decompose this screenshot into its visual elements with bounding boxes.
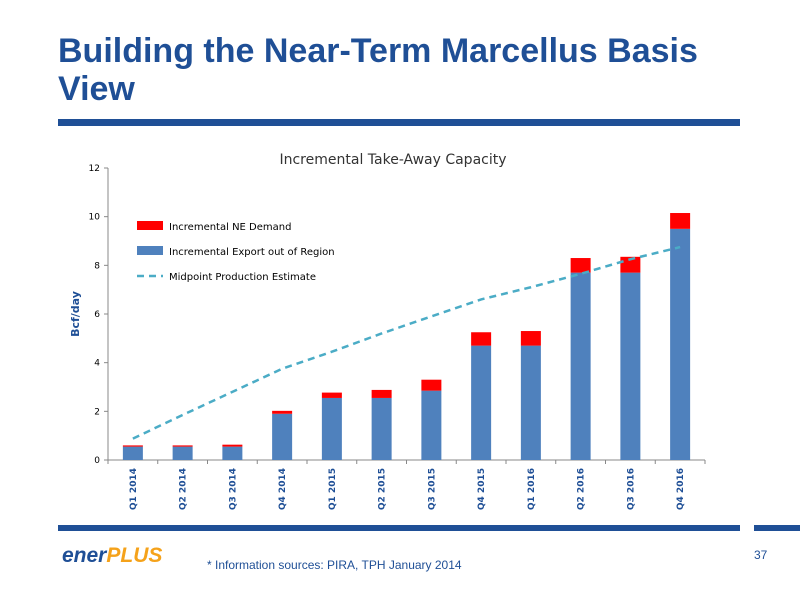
x-tick-label: Q4 2014: [278, 468, 288, 510]
ne-demand-bar: [670, 213, 691, 229]
footer-divider-tail: [754, 525, 800, 531]
y-axis-label: Bcf/day: [69, 291, 82, 337]
export-bar: [471, 345, 492, 460]
ne-demand-bar: [620, 256, 641, 273]
export-bar: [570, 272, 591, 460]
legend-label: Incremental NE Demand: [169, 222, 291, 233]
ne-demand-bar: [520, 331, 541, 346]
company-logo: enerPLUS: [62, 544, 163, 567]
legend-swatch: [137, 246, 163, 255]
legend-swatch: [137, 221, 163, 230]
slide-title: Building the Near-Term Marcellus Basis V…: [58, 32, 698, 108]
export-bar: [421, 390, 442, 460]
x-tick-label: Q3 2016: [626, 468, 636, 510]
x-tick-label: Q1 2016: [527, 468, 537, 510]
y-tick-label: 0: [94, 456, 100, 466]
x-tick-label: Q4 2015: [477, 468, 487, 510]
chart-title: Incremental Take-Away Capacity: [279, 152, 506, 168]
export-bar: [321, 397, 342, 460]
footnote: * Information sources: PIRA, TPH January…: [207, 558, 462, 572]
ne-demand-bar: [321, 392, 342, 398]
legend-label: Incremental Export out of Region: [169, 247, 335, 258]
title-divider: [58, 119, 740, 126]
footer-divider: [58, 525, 740, 531]
x-tick-label: Q1 2015: [328, 468, 338, 510]
x-tick-label: Q3 2015: [427, 468, 437, 510]
legend-label: Midpoint Production Estimate: [169, 272, 316, 283]
export-bar: [670, 228, 691, 460]
ne-demand-bar: [222, 444, 243, 447]
export-bar: [272, 413, 293, 460]
ne-demand-bar: [471, 332, 492, 346]
x-tick-label: Q3 2014: [228, 468, 238, 510]
y-tick-label: 2: [94, 407, 100, 417]
export-bar: [620, 272, 641, 460]
x-tick-label: Q2 2014: [179, 468, 189, 510]
export-bar: [222, 446, 243, 460]
page-number: 37: [754, 548, 768, 562]
x-tick-label: Q2 2016: [577, 468, 587, 510]
ne-demand-bar: [272, 410, 293, 414]
x-tick-label: Q4 2016: [676, 468, 686, 510]
x-tick-label: Q2 2015: [378, 468, 388, 510]
ne-demand-bar: [421, 379, 442, 391]
ne-demand-bar: [122, 445, 143, 447]
ne-demand-bar: [570, 258, 591, 273]
y-tick-label: 12: [89, 164, 100, 174]
export-bar: [172, 446, 193, 460]
export-bar: [122, 446, 143, 460]
export-bar: [520, 345, 541, 460]
chart: Incremental Take-Away Capacity Bcf/day 0…: [69, 152, 706, 510]
ne-demand-bar: [371, 389, 392, 398]
y-tick-label: 6: [94, 310, 100, 320]
x-tick-label: Q1 2014: [129, 468, 139, 510]
y-tick-label: 4: [94, 359, 100, 369]
ne-demand-bar: [172, 445, 193, 447]
production-estimate-line: [132, 245, 681, 440]
y-tick-label: 10: [89, 213, 101, 223]
y-tick-label: 8: [94, 261, 100, 271]
export-bar: [371, 397, 392, 460]
